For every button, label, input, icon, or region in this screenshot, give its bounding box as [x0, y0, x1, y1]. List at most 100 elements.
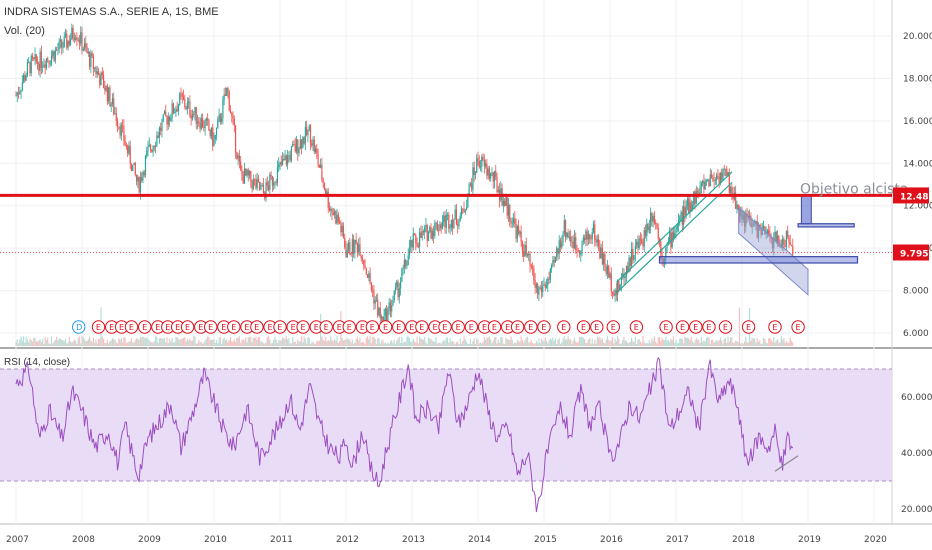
candle-body [75, 37, 77, 40]
volume-bar [332, 341, 334, 346]
volume-bar [724, 337, 727, 346]
earnings-marker[interactable]: E [606, 320, 620, 334]
volume-bar [727, 336, 729, 346]
candle-body [683, 206, 685, 225]
volume-bar [149, 341, 152, 346]
candle-body [653, 215, 656, 223]
candle-body [603, 253, 605, 265]
candle-body [307, 130, 309, 136]
earnings-marker[interactable]: E [524, 320, 538, 334]
earnings-marker[interactable]: E [365, 320, 380, 334]
earnings-marker[interactable]: E [629, 320, 644, 334]
candle-body [217, 119, 219, 129]
earnings-marker[interactable]: E [227, 320, 241, 334]
candle-body [676, 225, 678, 231]
candle-body [681, 212, 683, 225]
volume-bar [514, 342, 516, 346]
earnings-marker[interactable]: E [464, 320, 479, 334]
volume-bar [111, 338, 114, 346]
candle-body [255, 180, 257, 188]
earnings-marker[interactable]: E [487, 320, 502, 334]
earnings-marker[interactable]: E [204, 320, 218, 334]
candle-body [553, 259, 555, 263]
rsi-tick-label: 60.0000 [901, 393, 932, 403]
earnings-marker[interactable]: E [171, 320, 185, 334]
earnings-marker[interactable]: E [91, 320, 106, 334]
candle-body [700, 183, 702, 187]
candle-body [279, 161, 281, 165]
earnings-marker[interactable]: E [105, 320, 119, 334]
earnings-marker[interactable]: E [124, 320, 139, 334]
candle-body [545, 285, 548, 288]
dividend-marker[interactable]: D [72, 320, 86, 334]
marker-circle [451, 320, 465, 334]
candle-body [657, 227, 659, 239]
volume-bar [544, 337, 546, 346]
volume-bar [90, 340, 92, 346]
candle-body [728, 171, 730, 193]
volume-bar [311, 342, 313, 346]
candle-body [243, 168, 246, 184]
candle-body [42, 66, 44, 68]
earnings-marker[interactable]: E [138, 320, 152, 334]
earnings-marker[interactable]: E [151, 320, 165, 334]
candle-body [39, 51, 41, 71]
volume-bar [743, 341, 746, 346]
earnings-marker[interactable]: E [451, 320, 465, 334]
earnings-marker[interactable]: E [689, 320, 703, 334]
earnings-marker[interactable]: E [378, 320, 393, 334]
candle-body [686, 198, 689, 207]
earnings-marker[interactable]: E [180, 320, 195, 334]
candle-body [716, 175, 718, 181]
volume-bar [761, 343, 763, 346]
earnings-marker[interactable]: E [675, 320, 690, 334]
volume-bar [491, 342, 493, 346]
volume-bar [547, 343, 549, 346]
earnings-marker[interactable]: E [768, 320, 782, 334]
earnings-marker[interactable]: E [392, 320, 406, 334]
volume-bar [189, 338, 191, 346]
earnings-marker[interactable]: E [342, 320, 356, 334]
earnings-marker[interactable]: E [273, 320, 287, 334]
earnings-marker[interactable]: E [415, 320, 429, 334]
candle-body [259, 181, 261, 190]
candle-body [260, 186, 262, 190]
volume-bar [214, 342, 216, 346]
volume-bar [432, 341, 435, 346]
candle-body [790, 244, 793, 246]
volume-bar [212, 339, 214, 346]
candle-body [261, 185, 263, 187]
earnings-marker[interactable]: E [319, 320, 333, 334]
candle-body [129, 145, 131, 165]
earnings-marker[interactable]: E [576, 320, 591, 334]
volume-bar [558, 338, 560, 346]
candle-body [336, 214, 338, 224]
candle-body [102, 75, 105, 88]
earnings-marker[interactable]: E [791, 320, 805, 334]
earnings-marker[interactable]: E [741, 320, 756, 334]
earnings-marker[interactable]: E [702, 320, 716, 334]
earnings-marker[interactable]: E [537, 320, 551, 334]
earnings-marker[interactable]: E [263, 320, 277, 334]
volume-bar [757, 342, 760, 346]
earnings-marker[interactable]: E [296, 320, 310, 334]
candle-body [416, 243, 418, 246]
earnings-marker[interactable]: E [510, 320, 525, 334]
volume-bar [581, 336, 583, 346]
earnings-marker[interactable]: E [590, 320, 604, 334]
volume-bar [650, 343, 652, 346]
volume-bar [618, 338, 620, 346]
candle-body [455, 209, 458, 225]
earnings-marker[interactable]: E [250, 320, 264, 334]
earnings-marker[interactable]: E [718, 320, 733, 334]
volume-bar [57, 340, 59, 346]
volume-bar [506, 339, 508, 346]
volume-bar [298, 341, 300, 346]
volume-bar [465, 341, 468, 346]
volume-bar [227, 342, 229, 346]
earnings-marker[interactable]: E [659, 320, 673, 334]
earnings-marker[interactable]: E [438, 320, 452, 334]
candle-body [567, 232, 569, 238]
earnings-marker[interactable]: E [557, 320, 571, 334]
